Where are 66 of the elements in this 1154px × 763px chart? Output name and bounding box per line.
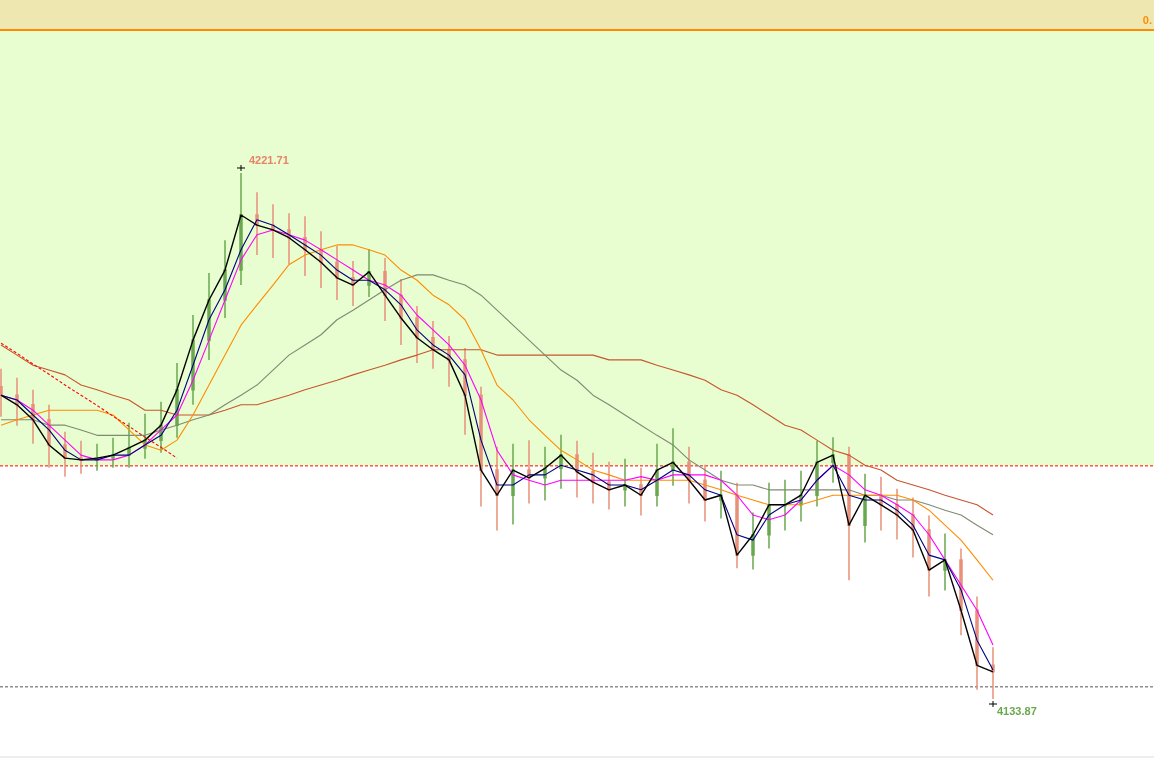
candlestick: [847, 445, 851, 581]
candlestick: [831, 436, 835, 484]
candlestick: [191, 314, 195, 406]
candlestick: [799, 469, 803, 523]
candlestick: [511, 442, 515, 526]
candlestick: [415, 305, 419, 364]
text: 0.: [1142, 14, 1152, 26]
candlestick: [95, 442, 99, 472]
candlestick: [895, 487, 899, 541]
candlestick: [495, 445, 499, 532]
candlestick: [335, 245, 339, 301]
candlestick: [15, 377, 19, 427]
candlestick: [687, 445, 691, 505]
candlestick: [223, 239, 227, 319]
candlestick: [479, 386, 483, 508]
candlestick: [143, 413, 147, 460]
candlestick: [0, 368, 3, 418]
candlestick: [127, 422, 131, 469]
candlestick: [879, 475, 883, 532]
candlestick: [303, 215, 307, 277]
candlestick: [399, 278, 403, 346]
candlestick: [79, 439, 83, 475]
candlestick: [175, 362, 179, 439]
candlestick: [63, 431, 67, 478]
candlestick: [591, 451, 595, 505]
candlestick: [735, 481, 739, 570]
candlestick: [719, 469, 723, 520]
candlestick: [527, 439, 531, 505]
text: 4133.87: [997, 705, 1037, 717]
candlestick: [959, 547, 963, 637]
candlestick: [159, 401, 163, 454]
candlestick: [943, 532, 947, 592]
candlestick: [623, 457, 627, 508]
candlestick: [383, 257, 387, 322]
candlestick: [927, 514, 931, 598]
candlestick: [703, 463, 707, 523]
candlestick: [767, 481, 771, 550]
text: 4221.71: [249, 154, 289, 166]
candlestick: [751, 511, 755, 571]
candlestick: [207, 272, 211, 361]
candlestick: [463, 347, 467, 436]
candlestick: [655, 442, 659, 508]
candlestick: [239, 172, 243, 286]
candlestick: [111, 436, 115, 469]
candlestick: [319, 230, 323, 289]
candlestick: [607, 460, 611, 511]
candlestick: [815, 439, 819, 508]
candlestick: [559, 433, 563, 490]
candlestick: [367, 248, 371, 298]
candlestick: [671, 427, 675, 487]
candlestick: [783, 478, 787, 532]
candlestick: [543, 445, 547, 502]
candlestick: [447, 335, 451, 388]
candlestick: [911, 496, 915, 559]
candlestick: [639, 466, 643, 517]
candlestick: [47, 404, 51, 469]
candlestick: [863, 472, 867, 544]
candlestick: [351, 260, 355, 307]
candlestick: [575, 439, 579, 499]
candlestick: [255, 191, 259, 256]
candlestick: [271, 203, 275, 259]
candlestick: [975, 595, 979, 691]
candlestick: [991, 646, 995, 700]
candlestick: [31, 389, 35, 445]
candlestick: [287, 212, 291, 265]
candlestick: [431, 320, 435, 370]
